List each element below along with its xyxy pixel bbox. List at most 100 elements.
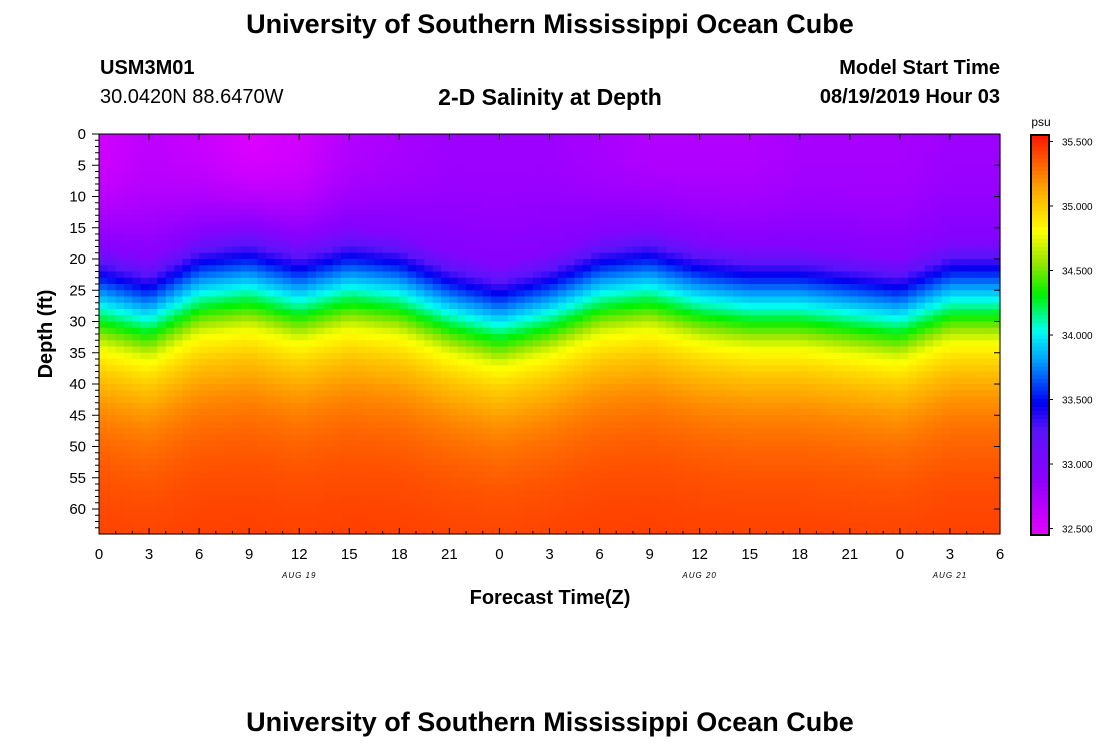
heatmap-cell — [215, 259, 225, 266]
heatmap-cell — [374, 315, 384, 323]
heatmap-cell — [224, 202, 234, 210]
heatmap-cell — [724, 352, 734, 360]
heatmap-cell — [399, 209, 409, 216]
heatmap-cell — [432, 340, 442, 348]
heatmap-cell — [224, 377, 234, 385]
heatmap-cell — [541, 396, 551, 404]
heatmap-cell — [357, 371, 367, 379]
heatmap-cell — [616, 340, 626, 348]
heatmap-cell — [674, 359, 684, 366]
heatmap-cell — [616, 415, 626, 423]
heatmap-cell — [190, 265, 200, 273]
heatmap-cell — [274, 252, 284, 260]
heatmap-cell — [382, 365, 392, 373]
heatmap-cell — [733, 271, 742, 279]
heatmap-cell — [699, 402, 709, 410]
heatmap-cell — [674, 402, 684, 410]
heatmap-cell — [307, 177, 317, 185]
heatmap-cell — [107, 302, 117, 310]
heatmap-cell — [290, 465, 300, 473]
heatmap-cell — [532, 415, 542, 423]
heatmap-cell — [682, 171, 692, 179]
heatmap-cell — [741, 165, 751, 173]
heatmap-cell — [507, 359, 517, 366]
heatmap-cell — [190, 202, 200, 210]
heatmap-cell — [424, 227, 434, 235]
heatmap-cell — [124, 234, 133, 241]
heatmap-cell — [290, 527, 300, 535]
heatmap-cell — [190, 484, 200, 491]
heatmap-cell — [232, 471, 242, 479]
heatmap-cell — [174, 459, 184, 466]
heatmap-cell — [541, 171, 551, 179]
heatmap-cell — [416, 265, 425, 273]
heatmap-cell — [582, 471, 592, 479]
heatmap-cell — [157, 190, 167, 198]
heatmap-cell — [207, 215, 217, 223]
heatmap-cell — [199, 177, 209, 185]
heatmap-cell — [733, 421, 742, 429]
heatmap-cell — [474, 509, 484, 516]
heatmap-cell — [482, 159, 492, 166]
heatmap-cell — [99, 334, 108, 341]
heatmap-cell — [407, 384, 417, 391]
heatmap-cell — [599, 190, 609, 198]
heatmap-cell — [99, 227, 108, 235]
heatmap-cell — [657, 309, 667, 316]
heatmap-cell — [165, 527, 175, 535]
heatmap-cell — [407, 296, 417, 304]
heatmap-cell — [174, 165, 184, 173]
heatmap-cell — [374, 340, 384, 348]
heatmap-cell — [374, 234, 384, 241]
heatmap-cell — [407, 502, 417, 510]
heatmap-cell — [224, 396, 234, 404]
heatmap-cell — [315, 371, 325, 379]
heatmap-cell — [691, 165, 701, 173]
heatmap-cell — [282, 334, 292, 341]
heatmap-cell — [340, 371, 350, 379]
heatmap-cell — [349, 171, 359, 179]
heatmap-cell — [416, 334, 425, 341]
heatmap-cell — [733, 309, 742, 316]
heatmap-cell — [157, 146, 167, 154]
heatmap-cell — [115, 434, 125, 441]
heatmap-cell — [432, 252, 442, 260]
heatmap-cell — [274, 277, 284, 285]
heatmap-cell — [599, 477, 609, 485]
heatmap-cell — [257, 252, 267, 260]
heatmap-cell — [632, 209, 642, 216]
heatmap-cell — [165, 452, 175, 460]
heatmap-cell — [149, 171, 158, 179]
heatmap-cell — [682, 290, 692, 298]
heatmap-cell — [249, 302, 259, 310]
heatmap-cell — [649, 215, 659, 223]
heatmap-cell — [574, 246, 584, 254]
heatmap-cell — [741, 359, 751, 366]
heatmap-cell — [432, 221, 442, 229]
heatmap-cell — [215, 402, 225, 410]
heatmap-cell — [474, 152, 484, 160]
heatmap-cell — [357, 246, 367, 254]
heatmap-cell — [174, 234, 184, 241]
heatmap-cell — [516, 509, 526, 516]
heatmap-cell — [616, 309, 626, 316]
heatmap-cell — [357, 334, 367, 341]
heatmap-cell — [424, 396, 434, 404]
heatmap-cell — [582, 190, 592, 198]
heatmap-cell — [182, 309, 192, 316]
heatmap-cell — [532, 240, 542, 248]
heatmap-cell — [557, 434, 567, 441]
heatmap-cell — [708, 240, 717, 248]
heatmap-cell — [315, 502, 325, 510]
heatmap-cell — [365, 140, 375, 148]
heatmap-cell — [290, 434, 300, 441]
heatmap-cell — [641, 459, 651, 466]
heatmap-cell — [399, 196, 409, 204]
heatmap-cell — [382, 390, 392, 398]
heatmap-cell — [299, 146, 309, 154]
heatmap-cell — [290, 252, 300, 260]
heatmap-cell — [666, 177, 676, 185]
heatmap-cell — [499, 202, 509, 210]
heatmap-cell — [733, 484, 742, 491]
heatmap-cell — [541, 146, 551, 154]
